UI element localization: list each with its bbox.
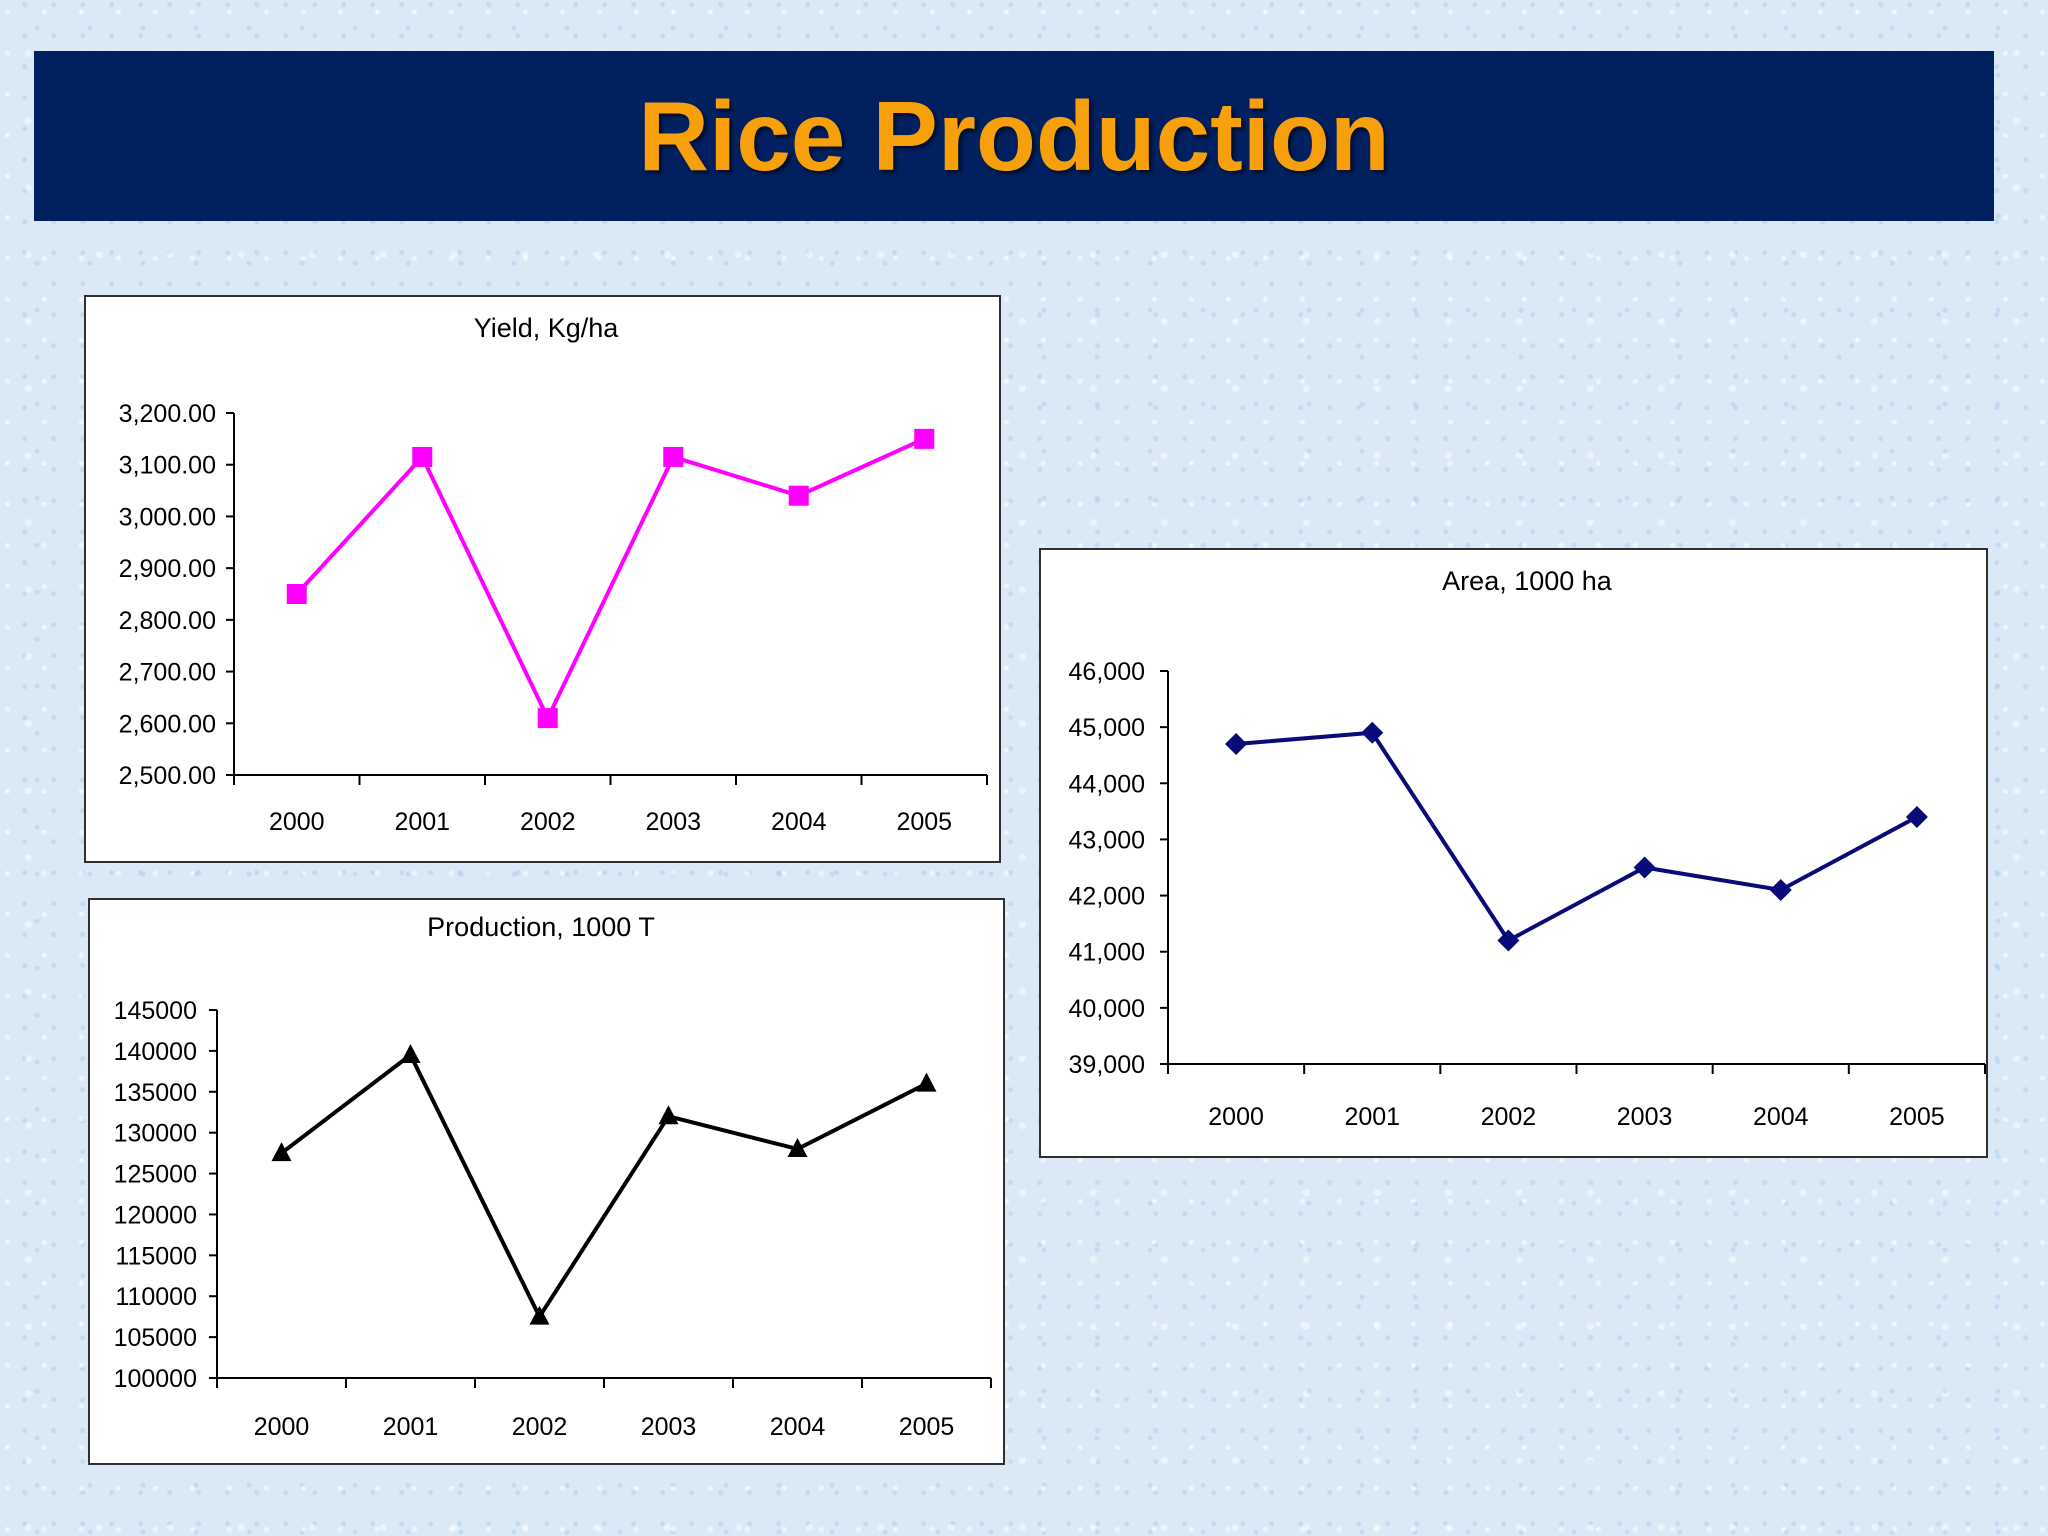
- area-chart-svg: Area, 1000 ha 39,000 40,000 41,000 42,000 43,…: [1069, 566, 1986, 1131]
- x-tick-label: 2001: [394, 808, 450, 836]
- data-point: [1633, 856, 1656, 879]
- x-tick-label: 2000: [269, 808, 325, 836]
- x-tick-label: 2001: [1344, 1103, 1400, 1131]
- data-point: [286, 584, 307, 604]
- y-tick-label: 43,000: [1069, 826, 1145, 854]
- data-point: [400, 1043, 421, 1063]
- data-point: [914, 428, 935, 449]
- y-tick-label: 115000: [115, 1242, 197, 1270]
- y-tick-label: 2,700.00: [119, 659, 216, 687]
- data-point: [1905, 805, 1928, 828]
- y-tick-label: 39,000: [1069, 1051, 1145, 1079]
- chart-title: Area, 1000 ha: [1442, 566, 1613, 596]
- y-tick-label: 2,800.00: [119, 607, 216, 635]
- x-tick-label: 2005: [899, 1413, 955, 1441]
- y-tick-label: 125000: [114, 1161, 197, 1189]
- chart-title: Yield, Kg/ha: [474, 313, 620, 343]
- y-tick-label: 46,000: [1069, 658, 1145, 686]
- data-point: [658, 1105, 679, 1125]
- y-tick-label: 40,000: [1069, 995, 1145, 1023]
- y-tick-label: 145000: [114, 997, 197, 1025]
- series-line: [1235, 730, 1918, 944]
- x-tick-label: 2001: [383, 1413, 439, 1441]
- data-point: [271, 1142, 292, 1162]
- x-tick-label: 2002: [512, 1413, 568, 1441]
- data-point: [787, 1138, 808, 1158]
- x-tick-label: 2002: [1481, 1103, 1537, 1131]
- data-point: [788, 485, 809, 506]
- y-tick-label: 135000: [114, 1079, 197, 1107]
- title-bar: Rice Production: [34, 51, 1994, 221]
- x-tick-label: 2002: [520, 808, 576, 836]
- y-tick-label: 45,000: [1069, 714, 1145, 742]
- x-tick-label: 2003: [1617, 1103, 1673, 1131]
- data-point: [916, 1072, 937, 1092]
- area-chart: Area, 1000 ha 39,000 40,000 41,000 42,000 43,…: [1039, 548, 1988, 1158]
- x-tick-label: 2003: [641, 1413, 697, 1441]
- chart-title: Production, 1000 T: [427, 912, 655, 942]
- x-tick-label: 2003: [645, 808, 701, 836]
- y-tick-label: 41,000: [1069, 939, 1145, 967]
- production-chart: Production, 1000 T 100000 105000 110000 1150…: [88, 898, 1005, 1465]
- y-tick-label: 2,600.00: [119, 710, 216, 738]
- x-tick-label: 2000: [1208, 1103, 1264, 1131]
- y-tick-label: 130000: [114, 1120, 197, 1148]
- production-chart-svg: Production, 1000 T 100000 105000 110000 1150…: [114, 912, 992, 1441]
- y-tick-label: 140000: [114, 1038, 197, 1066]
- x-tick-label: 2000: [254, 1413, 310, 1441]
- x-tick-label: 2004: [770, 1413, 826, 1441]
- y-tick-label: 3,000.00: [119, 503, 216, 531]
- data-point: [1361, 721, 1384, 744]
- y-tick-label: 44,000: [1069, 770, 1145, 798]
- data-point: [412, 446, 433, 467]
- yield-chart: Yield, Kg/ha 2,500.00 2,600.00 2,700.00 2,80…: [84, 295, 1001, 863]
- data-point: [1225, 732, 1248, 755]
- y-tick-label: 105000: [114, 1324, 197, 1352]
- x-tick-label: 2004: [771, 808, 827, 836]
- y-tick-label: 2,500.00: [119, 762, 216, 790]
- data-point: [663, 446, 684, 467]
- x-tick-label: 2005: [896, 808, 952, 836]
- x-tick-label: 2005: [1889, 1103, 1945, 1131]
- y-tick-label: 42,000: [1069, 883, 1145, 911]
- slide-title: Rice Production: [638, 80, 1390, 191]
- y-tick-label: 100000: [114, 1365, 197, 1393]
- y-tick-label: 3,100.00: [119, 452, 216, 480]
- data-point: [537, 708, 558, 729]
- y-tick-label: 120000: [114, 1201, 197, 1229]
- series-line: [295, 437, 926, 723]
- data-point: [529, 1305, 550, 1325]
- yield-chart-svg: Yield, Kg/ha 2,500.00 2,600.00 2,700.00 2,80…: [119, 313, 988, 836]
- series-line: [280, 1051, 928, 1321]
- y-tick-label: 2,900.00: [119, 555, 216, 583]
- data-point: [1769, 878, 1792, 901]
- y-tick-label: 110000: [115, 1283, 197, 1311]
- x-tick-label: 2004: [1753, 1103, 1809, 1131]
- data-point: [1497, 929, 1520, 952]
- y-tick-label: 3,200.00: [119, 400, 216, 428]
